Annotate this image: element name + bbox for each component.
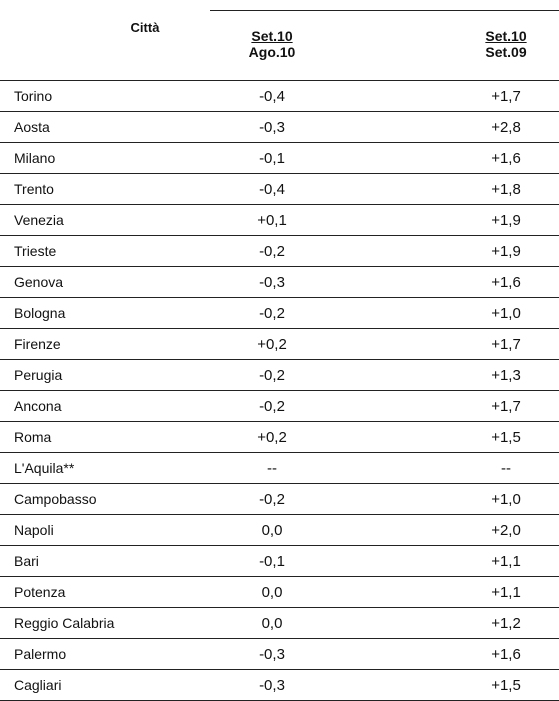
year-change-value: +1,1 <box>491 584 521 601</box>
city-name: Milano <box>14 150 56 166</box>
year-change-value: +1,8 <box>491 181 521 198</box>
table-body: Torino -0,4 +1,7 Aosta -0,3 +2,8 Milano -0,1 +1,… <box>0 82 559 701</box>
city-name: Potenza <box>14 584 66 600</box>
table-row: Milano -0,1 +1,6 <box>0 144 559 174</box>
month-change-value: +0,1 <box>257 212 287 229</box>
table-row: Ancona -0,2 +1,7 <box>0 392 559 422</box>
table-row: Bari -0,1 +1,1 <box>0 547 559 577</box>
table-row: L'Aquila** -- -- <box>0 454 559 484</box>
month-change-value: -0,3 <box>259 677 285 694</box>
year-change-column-header: Set.10 Set.09 <box>456 28 556 60</box>
table-row: Aosta -0,3 +2,8 <box>0 113 559 143</box>
city-name: Bari <box>14 553 39 569</box>
table-row: Reggio Calabria 0,0 +1,2 <box>0 609 559 639</box>
city-name: L'Aquila** <box>14 460 75 476</box>
city-name: Torino <box>14 88 53 104</box>
city-name: Genova <box>14 274 64 290</box>
month-change-value: -0,1 <box>259 150 285 167</box>
city-name: Trento <box>14 181 54 197</box>
month-change-value: -0,2 <box>259 398 285 415</box>
year-change-value: +1,9 <box>491 243 521 260</box>
table-row: Venezia +0,1 +1,9 <box>0 206 559 236</box>
month-change-header-top: Set.10 <box>251 28 293 44</box>
year-change-value: +1,1 <box>491 553 521 570</box>
year-change-value: +1,7 <box>491 88 521 105</box>
year-change-header-top: Set.10 <box>485 28 527 44</box>
table-row: Firenze +0,2 +1,7 <box>0 330 559 360</box>
header-rule <box>210 10 559 11</box>
city-name: Trieste <box>14 243 57 259</box>
year-change-value: +1,5 <box>491 677 521 694</box>
city-name: Venezia <box>14 212 64 228</box>
month-change-column-header: Set.10 Ago.10 <box>222 28 322 60</box>
city-name: Napoli <box>14 522 54 538</box>
table-header: Città Set.10 Ago.10 Set.10 Set.09 <box>0 0 559 81</box>
city-name: Ancona <box>14 398 62 414</box>
city-name: Perugia <box>14 367 63 383</box>
month-change-value: +0,2 <box>257 336 287 353</box>
year-change-value: +1,0 <box>491 305 521 322</box>
month-change-value: -0,3 <box>259 274 285 291</box>
month-change-value: 0,0 <box>261 584 283 601</box>
table-row: Trento -0,4 +1,8 <box>0 175 559 205</box>
month-change-value: -0,2 <box>259 491 285 508</box>
city-name: Cagliari <box>14 677 62 693</box>
year-change-value: +1,6 <box>491 150 521 167</box>
month-change-value: -0,4 <box>259 88 285 105</box>
month-change-value: 0,0 <box>261 615 283 632</box>
year-change-value: +1,3 <box>491 367 521 384</box>
table-row: Napoli 0,0 +2,0 <box>0 516 559 546</box>
month-change-header-bottom: Ago.10 <box>248 44 296 60</box>
year-change-value: +1,7 <box>491 398 521 415</box>
month-change-value: -0,4 <box>259 181 285 198</box>
city-name: Roma <box>14 429 52 445</box>
year-change-value: +2,8 <box>491 119 521 136</box>
month-change-value: -0,2 <box>259 243 285 260</box>
month-change-value: -0,2 <box>259 305 285 322</box>
year-change-value: +1,7 <box>491 336 521 353</box>
year-change-value: +1,9 <box>491 212 521 229</box>
year-change-header-bottom: Set.09 <box>485 44 527 60</box>
year-change-value: +1,0 <box>491 491 521 508</box>
month-change-value: -0,3 <box>259 119 285 136</box>
table-row: Trieste -0,2 +1,9 <box>0 237 559 267</box>
month-change-value: -0,1 <box>259 553 285 570</box>
city-name: Reggio Calabria <box>14 615 115 631</box>
city-column-header: Città <box>130 20 160 35</box>
year-change-value: +1,6 <box>491 274 521 291</box>
month-change-value: -0,3 <box>259 646 285 663</box>
month-change-value: 0,0 <box>261 522 283 539</box>
table-row: Genova -0,3 +1,6 <box>0 268 559 298</box>
table-row: Bologna -0,2 +1,0 <box>0 299 559 329</box>
city-name: Palermo <box>14 646 67 662</box>
city-name: Aosta <box>14 119 50 135</box>
month-change-value: -0,2 <box>259 367 285 384</box>
year-change-value: -- <box>501 460 511 477</box>
city-name: Campobasso <box>14 491 97 507</box>
table-row: Cagliari -0,3 +1,5 <box>0 671 559 701</box>
city-name: Bologna <box>14 305 66 321</box>
table-row: Campobasso -0,2 +1,0 <box>0 485 559 515</box>
year-change-value: +1,2 <box>491 615 521 632</box>
month-change-value: -- <box>267 460 277 477</box>
year-change-value: +1,5 <box>491 429 521 446</box>
table-row: Potenza 0,0 +1,1 <box>0 578 559 608</box>
month-change-value: +0,2 <box>257 429 287 446</box>
table-row: Palermo -0,3 +1,6 <box>0 640 559 670</box>
city-name: Firenze <box>14 336 61 352</box>
table-row: Perugia -0,2 +1,3 <box>0 361 559 391</box>
year-change-value: +2,0 <box>491 522 521 539</box>
year-change-value: +1,6 <box>491 646 521 663</box>
table-row: Torino -0,4 +1,7 <box>0 82 559 112</box>
table-row: Roma +0,2 +1,5 <box>0 423 559 453</box>
